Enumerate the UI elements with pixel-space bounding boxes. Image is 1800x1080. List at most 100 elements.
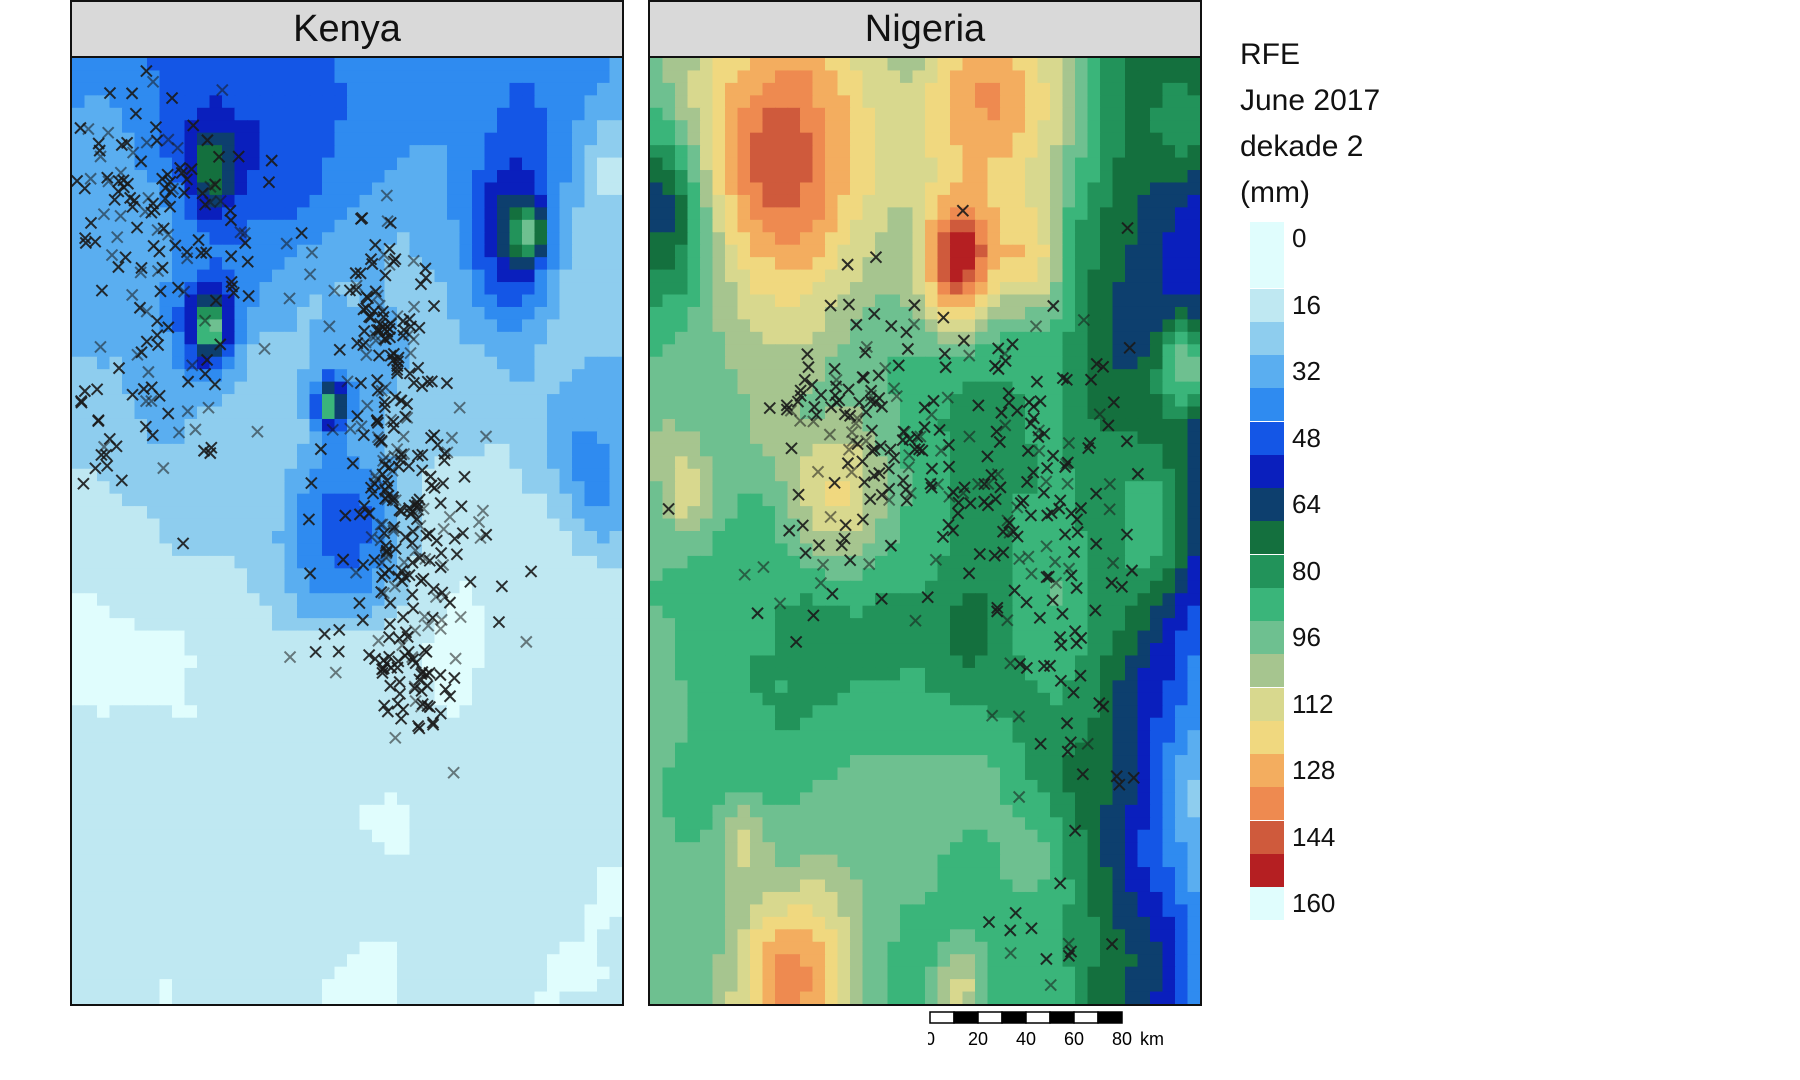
kenya-raster-cell: [297, 767, 311, 781]
kenya-raster-cell: [309, 170, 323, 184]
kenya-raster-cell: [434, 655, 448, 669]
kenya-raster-cell: [597, 593, 611, 607]
kenya-raster-cell: [447, 82, 461, 96]
nigeria-raster-cell: [675, 294, 689, 308]
nigeria-raster-cell: [712, 244, 726, 258]
nigeria-raster-cell: [912, 132, 926, 146]
kenya-raster-cell: [534, 82, 548, 96]
kenya-location-marker: [384, 216, 397, 230]
nigeria-raster-cell: [712, 120, 726, 134]
kenya-raster-cell: [547, 692, 561, 706]
kenya-raster-cell: [122, 680, 136, 694]
kenya-raster-cell: [572, 182, 586, 196]
nigeria-raster-cell: [1150, 294, 1164, 308]
kenya-raster-cell: [222, 904, 236, 918]
kenya-raster-cell: [297, 481, 311, 495]
kenya-raster-cell: [609, 630, 622, 644]
kenya-raster-cell: [484, 755, 498, 769]
kenya-raster-cell: [509, 369, 523, 383]
kenya-raster-cell: [309, 555, 323, 569]
kenya-raster-cell: [272, 418, 286, 433]
nigeria-raster-cell: [1000, 182, 1014, 196]
kenya-raster-cell: [97, 356, 111, 370]
kenya-raster-cell: [247, 518, 261, 532]
kenya-raster-cell: [597, 145, 611, 159]
kenya-raster-cell: [297, 394, 311, 408]
kenya-raster-cell: [409, 406, 423, 420]
nigeria-raster-cell: [950, 319, 964, 333]
kenya-raster-cell: [572, 904, 586, 918]
kenya-raster-cell: [359, 854, 373, 868]
kenya-raster-cell: [347, 107, 361, 121]
kenya-location-marker: [371, 413, 384, 427]
kenya-raster-cell: [122, 817, 136, 831]
nigeria-raster-cell: [887, 331, 901, 345]
nigeria-raster-cell: [1062, 120, 1076, 134]
nigeria-raster-cell: [712, 82, 726, 96]
nigeria-raster-cell: [750, 369, 764, 383]
nigeria-raster-cell: [725, 282, 739, 296]
nigeria-raster-cell: [1187, 356, 1200, 370]
kenya-raster-cell: [559, 356, 573, 370]
nigeria-raster-cell: [725, 319, 739, 333]
kenya-raster-cell: [384, 294, 398, 308]
kenya-raster-cell: [247, 680, 261, 694]
nigeria-raster-cell: [750, 58, 764, 72]
kenya-raster-cell: [209, 717, 223, 731]
kenya-raster-cell: [122, 929, 136, 943]
kenya-raster-cell: [222, 157, 236, 171]
kenya-raster-cell: [247, 667, 261, 681]
kenya-raster-cell: [584, 394, 598, 408]
kenya-raster-cell: [384, 742, 398, 756]
kenya-raster-cell: [359, 891, 373, 906]
kenya-raster-cell: [409, 194, 423, 208]
nigeria-raster-cell: [925, 306, 939, 320]
kenya-raster-cell: [509, 443, 523, 457]
kenya-raster-cell: [572, 481, 586, 495]
nigeria-raster-cell: [1162, 107, 1176, 121]
kenya-raster-cell: [509, 344, 523, 358]
kenya-raster-cell: [372, 792, 386, 806]
kenya-raster-cell: [547, 643, 561, 657]
kenya-raster-cell: [609, 879, 622, 893]
kenya-raster-cell: [297, 294, 311, 308]
kenya-location-marker: [92, 414, 105, 428]
kenya-raster-cell: [497, 369, 511, 383]
nigeria-raster-cell: [750, 331, 764, 345]
kenya-location-marker: [151, 314, 164, 328]
kenya-raster-cell: [597, 891, 611, 906]
kenya-raster-cell: [197, 742, 211, 756]
kenya-raster-cell: [297, 842, 311, 856]
kenya-raster-cell: [472, 605, 486, 619]
kenya-location-marker: [415, 684, 428, 697]
kenya-raster-cell: [572, 394, 586, 408]
kenya-location-marker: [262, 175, 276, 189]
kenya-raster-cell: [484, 879, 498, 893]
nigeria-raster-cell: [912, 82, 926, 96]
nigeria-raster-cell: [1087, 132, 1101, 146]
nigeria-raster-cell: [650, 132, 664, 146]
kenya-raster-cell: [209, 792, 223, 806]
kenya-location-marker: [150, 134, 164, 147]
nigeria-raster-cell: [862, 95, 876, 109]
kenya-raster-cell: [97, 95, 111, 109]
kenya-location-marker: [379, 332, 392, 346]
kenya-raster-cell: [159, 954, 173, 968]
kenya-raster-cell: [97, 232, 111, 246]
kenya-raster-cell: [597, 294, 611, 308]
kenya-location-marker: [436, 558, 450, 572]
kenya-raster-cell: [559, 879, 573, 893]
kenya-raster-cell: [422, 954, 436, 968]
kenya-raster-cell: [309, 792, 323, 806]
nigeria-raster-cell: [1100, 145, 1114, 159]
kenya-raster-cell: [559, 680, 573, 694]
kenya-location-marker: [396, 610, 410, 624]
nigeria-raster-cell: [912, 170, 926, 184]
nigeria-raster-cell: [850, 244, 864, 258]
kenya-raster-cell: [172, 730, 186, 744]
kenya-location-marker: [242, 289, 255, 303]
kenya-raster-cell: [147, 854, 161, 868]
kenya-raster-cell: [497, 394, 511, 408]
kenya-raster-cell: [497, 269, 511, 283]
kenya-raster-cell: [234, 916, 248, 930]
